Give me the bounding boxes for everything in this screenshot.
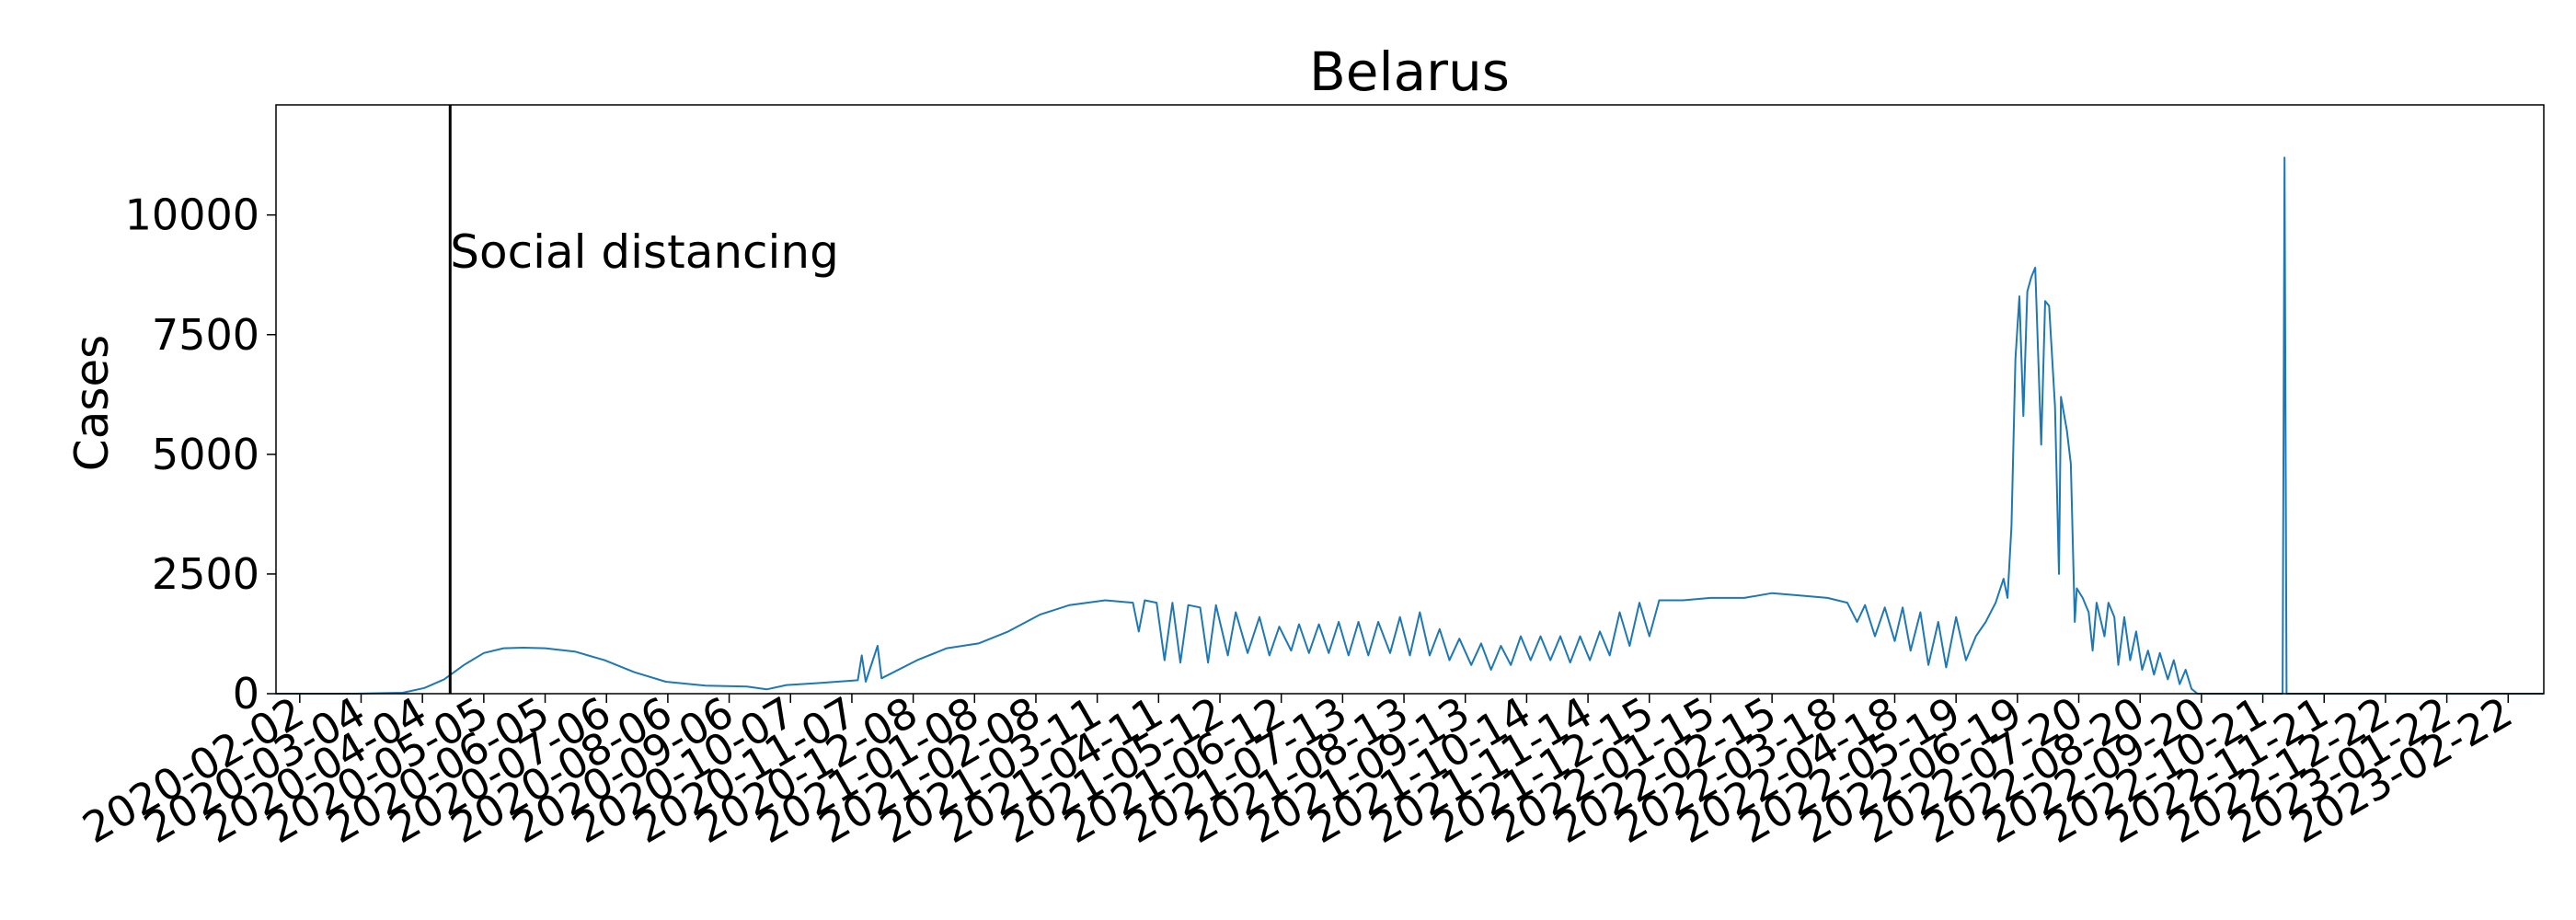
y-tick-label: 10000: [125, 190, 259, 240]
y-tick-label: 5000: [152, 430, 259, 479]
plot-frame: [275, 104, 2545, 695]
series-line-1: [276, 156, 2544, 695]
chart-title: Belarus: [1309, 40, 1510, 103]
y-tick-label: 0: [233, 669, 259, 719]
social-distancing-label: Social distancing: [450, 225, 839, 279]
y-axis-ticks: 0 2500 5000 7500 10000: [125, 190, 276, 719]
x-axis-ticks: 2020-02-022020-03-042020-04-042020-05-05…: [75, 687, 2521, 853]
y-tick-label: 2500: [152, 549, 259, 599]
y-axis-label: Cases: [65, 335, 119, 471]
y-tick-label: 7500: [152, 310, 259, 360]
plot-area: [276, 156, 2544, 695]
